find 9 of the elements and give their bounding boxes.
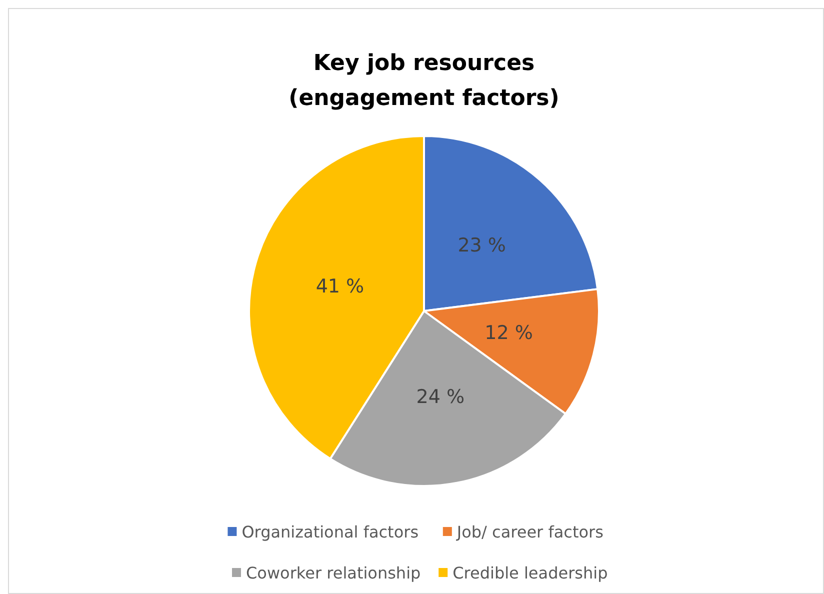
data-label: 24 % [416, 386, 465, 408]
data-label: 12 % [484, 322, 533, 344]
legend-label: Organizational factors [242, 522, 419, 542]
chart-title: Key job resources (engagement factors) [288, 51, 560, 111]
legend-label: Coworker relationship [246, 564, 421, 582]
data-label: 41 % [316, 276, 364, 298]
legend-label: Job/ career factors [456, 522, 604, 542]
legend-label: Credible leadership [452, 564, 608, 582]
data-label: 23 % [458, 234, 506, 256]
